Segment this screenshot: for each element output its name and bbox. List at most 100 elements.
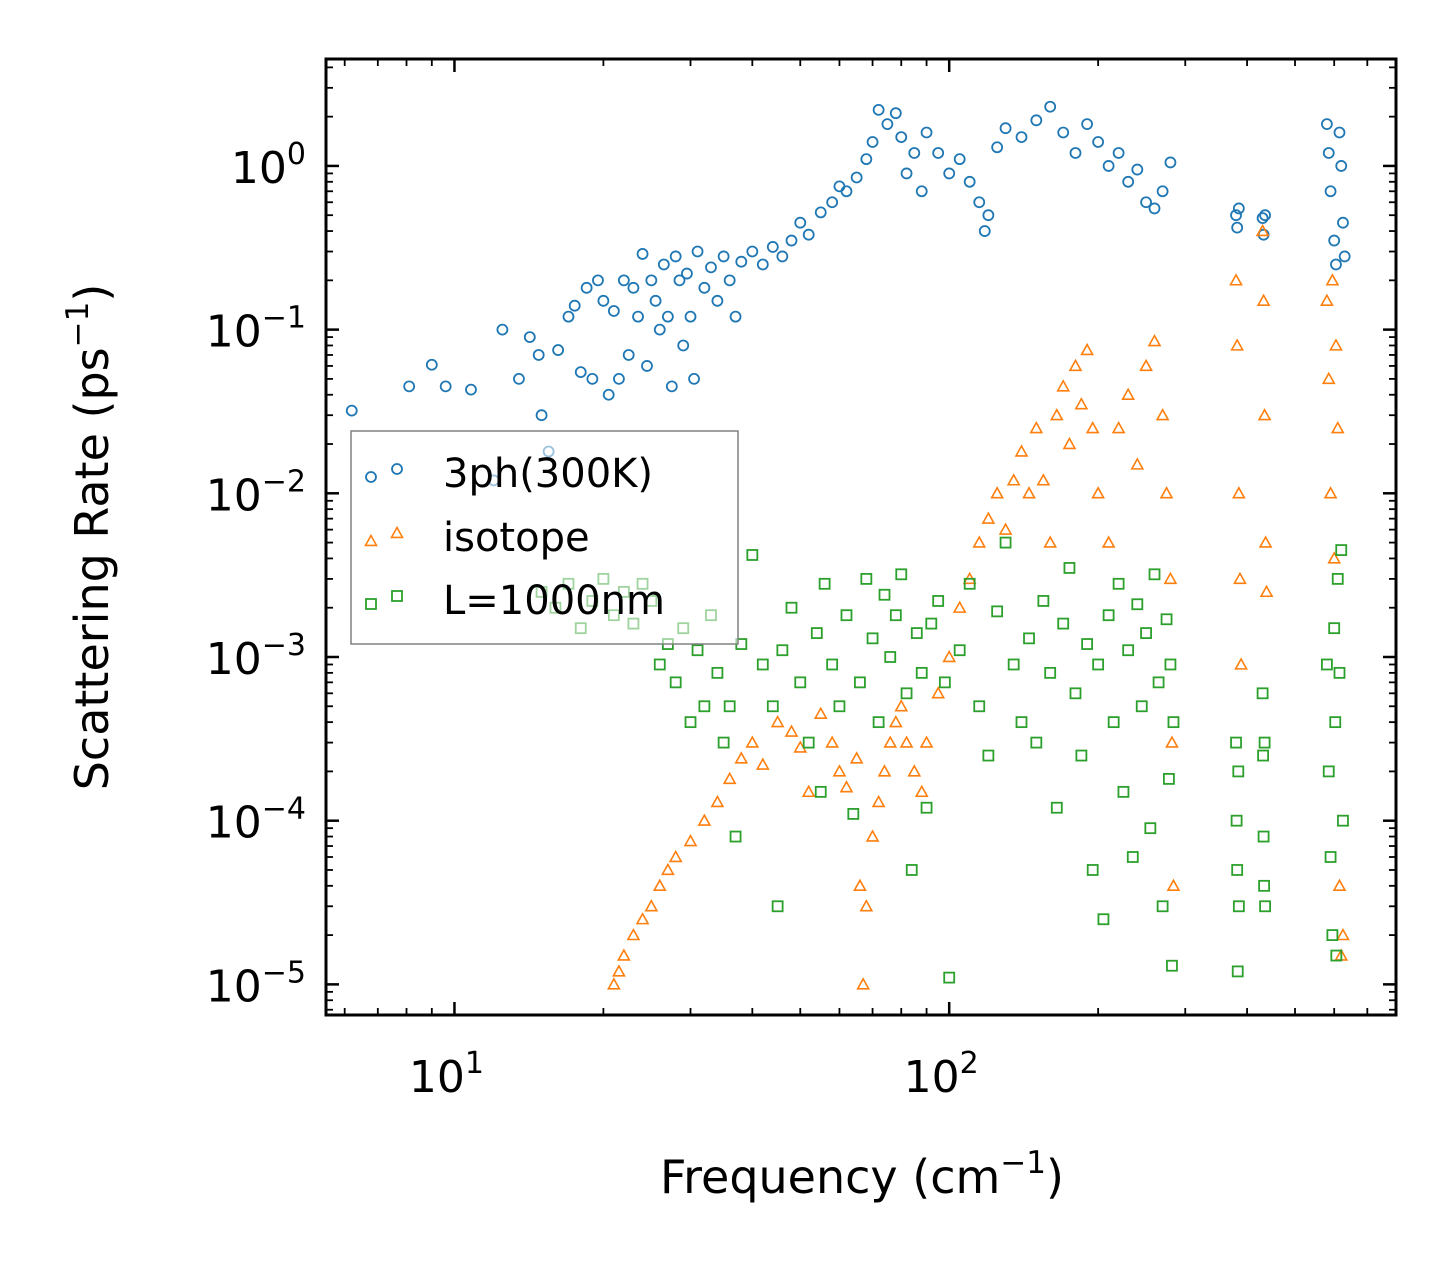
data-point-series-1 [607, 977, 621, 990]
data-point-series-1 [635, 912, 650, 925]
data-point-series-2 [723, 700, 736, 713]
data-point-series-2 [920, 801, 933, 814]
legend-label-isotope: isotope [443, 515, 590, 561]
data-point-series-1 [1139, 358, 1153, 372]
data-point-series-0 [1335, 160, 1348, 172]
data-point-series-2 [847, 808, 860, 820]
data-point-series-0 [574, 366, 587, 379]
data-point-series-0 [766, 241, 779, 253]
data-point-series-1 [617, 948, 631, 961]
data-point-series-0 [776, 250, 789, 263]
data-point-series-2 [766, 700, 779, 713]
data-point-series-1 [784, 724, 799, 737]
data-point-series-0 [908, 147, 921, 159]
data-point-series-2 [814, 785, 827, 798]
data-point-series-1 [931, 686, 946, 699]
data-point-series-2 [1081, 638, 1094, 650]
data-point-series-0 [1069, 147, 1082, 159]
data-point-series-2 [1102, 609, 1115, 622]
data-point-series-2 [1333, 666, 1346, 679]
legend-marker [390, 525, 404, 539]
data-point-series-2 [1092, 658, 1105, 671]
data-point-series-1 [1036, 473, 1051, 486]
data-point-series-1 [1329, 338, 1343, 351]
data-point-series-2 [776, 644, 789, 657]
data-point-series-1 [1068, 358, 1083, 372]
data-point-series-1 [1256, 293, 1271, 306]
data-point-series-2 [1135, 700, 1148, 713]
data-point-series-0 [756, 258, 769, 271]
data-point-series-0 [1044, 100, 1057, 113]
data-point-series-0 [866, 136, 879, 148]
data-point-series-1 [722, 771, 737, 785]
data-point-series-0 [665, 380, 678, 393]
data-point-series-0 [785, 234, 798, 247]
data-point-series-0 [1112, 147, 1125, 159]
data-point-series-1 [1255, 223, 1270, 237]
data-point-series-1 [859, 899, 874, 912]
data-point-series-2 [717, 736, 730, 749]
data-point-series-0 [999, 122, 1012, 135]
data-point-series-2 [932, 595, 945, 607]
data-point-series-0 [580, 281, 593, 294]
data-point-series-2 [1230, 736, 1242, 749]
data-point-series-1 [1320, 293, 1334, 306]
data-point-series-2 [1337, 814, 1349, 827]
data-point-series-1 [899, 735, 914, 748]
y-tick-label: 10−2 [206, 464, 306, 521]
data-point-series-1 [1257, 408, 1272, 421]
data-point-series-2 [860, 572, 873, 585]
data-point-series-0 [826, 196, 839, 209]
data-point-series-1 [942, 649, 957, 663]
data-point-series-1 [1043, 535, 1058, 548]
data-point-series-1 [710, 794, 725, 808]
data-point-series-2 [872, 716, 885, 729]
data-point-series-2 [1232, 765, 1245, 778]
data-point-series-0 [963, 175, 976, 188]
data-point-series-0 [1092, 136, 1105, 148]
data-point-series-2 [1057, 617, 1070, 630]
data-point-series-2 [1326, 929, 1339, 942]
x-tick-label: 102 [904, 1046, 979, 1103]
data-point-series-0 [895, 131, 908, 144]
data-point-series-2 [1086, 864, 1099, 876]
data-point-series-2 [1321, 658, 1333, 671]
data-point-series-0 [636, 248, 649, 260]
data-point-series-0 [1122, 175, 1135, 188]
data-point-series-1 [832, 764, 847, 777]
data-point-series-2 [1164, 658, 1177, 671]
data-point-series-2 [711, 666, 724, 679]
data-point-series-2 [1167, 716, 1180, 729]
data-point-series-0 [978, 225, 991, 237]
data-point-series-2 [1322, 765, 1335, 778]
data-point-series-1 [661, 862, 675, 876]
x-tick-label: 101 [409, 1046, 484, 1103]
data-point-series-0 [915, 185, 928, 198]
data-point-series-0 [723, 274, 736, 287]
data-point-series-2 [991, 605, 1004, 618]
data-point-series-1 [1147, 334, 1162, 347]
data-point-series-1 [1085, 421, 1100, 434]
data-point-series-1 [626, 927, 641, 941]
data-point-series-1 [998, 522, 1013, 535]
data-point-series-1 [972, 535, 987, 548]
data-point-series-2 [953, 644, 966, 657]
data-point-series-1 [612, 964, 626, 977]
data-point-series-0 [1324, 185, 1337, 198]
data-point-series-0 [439, 380, 452, 393]
data-point-series-0 [717, 250, 730, 263]
data-point-series-0 [973, 196, 986, 209]
data-point-series-2 [802, 736, 815, 749]
data-point-series-2 [1144, 822, 1157, 835]
data-point-series-0 [691, 245, 704, 258]
x-axis-label: Frequency (cm−1) [660, 1145, 1064, 1204]
data-point-series-2 [1231, 965, 1244, 978]
legend-marker [365, 471, 377, 483]
data-point-series-0 [568, 299, 581, 312]
data-point-series-2 [1160, 613, 1173, 626]
data-point-series-2 [910, 627, 923, 639]
data-point-series-0 [465, 383, 477, 396]
data-point-series-0 [403, 380, 416, 393]
data-point-series-1 [1091, 486, 1105, 499]
